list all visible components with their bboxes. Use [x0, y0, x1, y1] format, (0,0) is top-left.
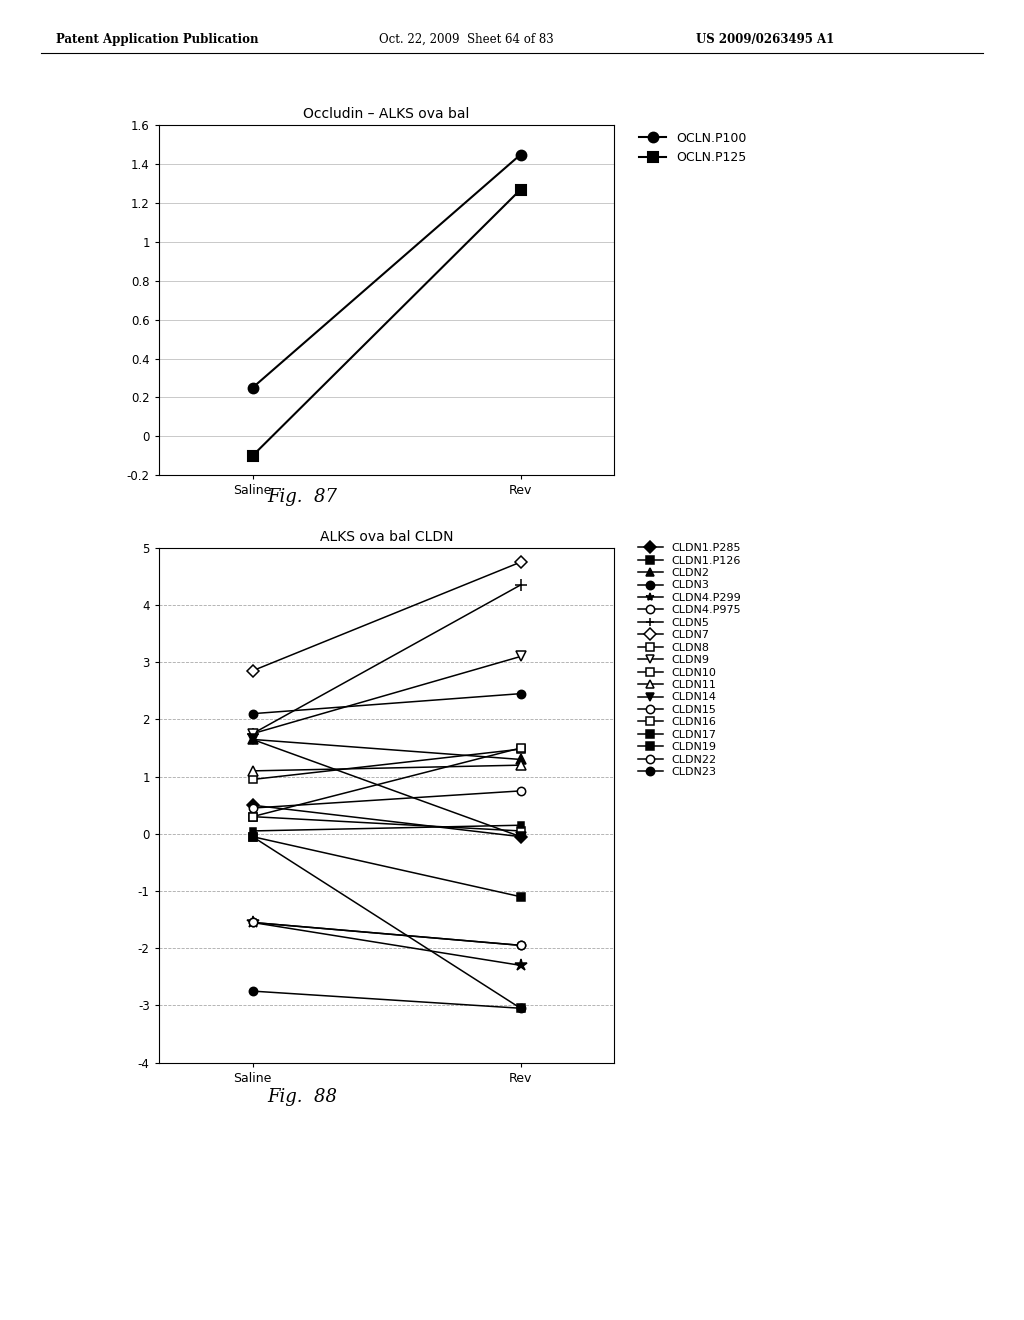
- Legend: OCLN.P100, OCLN.P125: OCLN.P100, OCLN.P125: [639, 132, 746, 164]
- Line: CLDN19: CLDN19: [249, 833, 524, 1012]
- Line: CLDN9: CLDN9: [248, 652, 525, 739]
- CLDN5: [247, 726, 259, 742]
- Line: CLDN16: CLDN16: [249, 744, 524, 821]
- Line: CLDN15: CLDN15: [249, 787, 524, 812]
- Line: OCLN.P100: OCLN.P100: [248, 149, 525, 392]
- CLDN14: [247, 731, 259, 747]
- CLDN23: [514, 1001, 526, 1016]
- CLDN4.P975: [514, 937, 526, 953]
- Text: Patent Application Publication: Patent Application Publication: [56, 33, 259, 46]
- Line: CLDN2: CLDN2: [248, 734, 525, 764]
- CLDN22: [247, 915, 259, 931]
- CLDN1.P126: [247, 829, 259, 845]
- Line: CLDN7: CLDN7: [249, 558, 524, 675]
- Line: CLDN4.P299: CLDN4.P299: [247, 916, 526, 972]
- CLDN22: [514, 937, 526, 953]
- CLDN9: [514, 648, 526, 664]
- OCLN.P125: [247, 447, 259, 463]
- Text: Fig.  88: Fig. 88: [267, 1088, 337, 1106]
- Line: CLDN17: CLDN17: [249, 822, 524, 834]
- CLDN4.P975: [247, 915, 259, 931]
- OCLN.P125: [514, 182, 526, 198]
- Legend: CLDN1.P285, CLDN1.P126, CLDN2, CLDN3, CLDN4.P299, CLDN4.P975, CLDN5, CLDN7, CLDN: CLDN1.P285, CLDN1.P126, CLDN2, CLDN3, CL…: [638, 543, 741, 777]
- CLDN2: [514, 751, 526, 767]
- Line: CLDN14: CLDN14: [248, 734, 525, 842]
- CLDN14: [514, 829, 526, 845]
- Title: ALKS ova bal CLDN: ALKS ova bal CLDN: [319, 529, 454, 544]
- CLDN15: [247, 800, 259, 816]
- CLDN10: [247, 809, 259, 825]
- CLDN1.P285: [514, 829, 526, 845]
- Text: Oct. 22, 2009  Sheet 64 of 83: Oct. 22, 2009 Sheet 64 of 83: [379, 33, 554, 46]
- Line: CLDN4.P975: CLDN4.P975: [249, 919, 524, 949]
- CLDN19: [514, 1001, 526, 1016]
- CLDN16: [247, 809, 259, 825]
- CLDN8: [247, 771, 259, 787]
- Line: CLDN1.P126: CLDN1.P126: [249, 833, 524, 900]
- CLDN15: [514, 783, 526, 799]
- CLDN23: [247, 983, 259, 999]
- CLDN7: [514, 554, 526, 570]
- CLDN3: [247, 706, 259, 722]
- CLDN11: [247, 763, 259, 779]
- CLDN17: [247, 824, 259, 840]
- CLDN2: [247, 731, 259, 747]
- Line: OCLN.P125: OCLN.P125: [248, 185, 525, 461]
- CLDN1.P285: [247, 797, 259, 813]
- CLDN5: [514, 577, 526, 593]
- CLDN19: [247, 829, 259, 845]
- Line: CLDN10: CLDN10: [249, 813, 524, 836]
- CLDN7: [247, 663, 259, 678]
- Line: CLDN5: CLDN5: [247, 578, 526, 741]
- CLDN4.P299: [247, 915, 259, 931]
- Line: CLDN8: CLDN8: [249, 744, 524, 784]
- CLDN11: [514, 758, 526, 774]
- Line: CLDN23: CLDN23: [249, 987, 524, 1012]
- CLDN9: [247, 726, 259, 742]
- CLDN3: [514, 686, 526, 702]
- Line: CLDN3: CLDN3: [249, 689, 524, 718]
- Line: CLDN11: CLDN11: [248, 760, 525, 776]
- CLDN4.P299: [514, 957, 526, 973]
- CLDN1.P126: [514, 888, 526, 904]
- Text: Fig.  87: Fig. 87: [267, 487, 337, 506]
- CLDN16: [514, 741, 526, 756]
- CLDN10: [514, 824, 526, 840]
- Text: US 2009/0263495 A1: US 2009/0263495 A1: [696, 33, 835, 46]
- OCLN.P100: [247, 380, 259, 396]
- Title: Occludin – ALKS ova bal: Occludin – ALKS ova bal: [303, 107, 470, 121]
- OCLN.P100: [514, 147, 526, 162]
- Line: CLDN22: CLDN22: [249, 919, 524, 949]
- CLDN8: [514, 742, 526, 758]
- CLDN17: [514, 817, 526, 833]
- Line: CLDN1.P285: CLDN1.P285: [249, 801, 524, 841]
